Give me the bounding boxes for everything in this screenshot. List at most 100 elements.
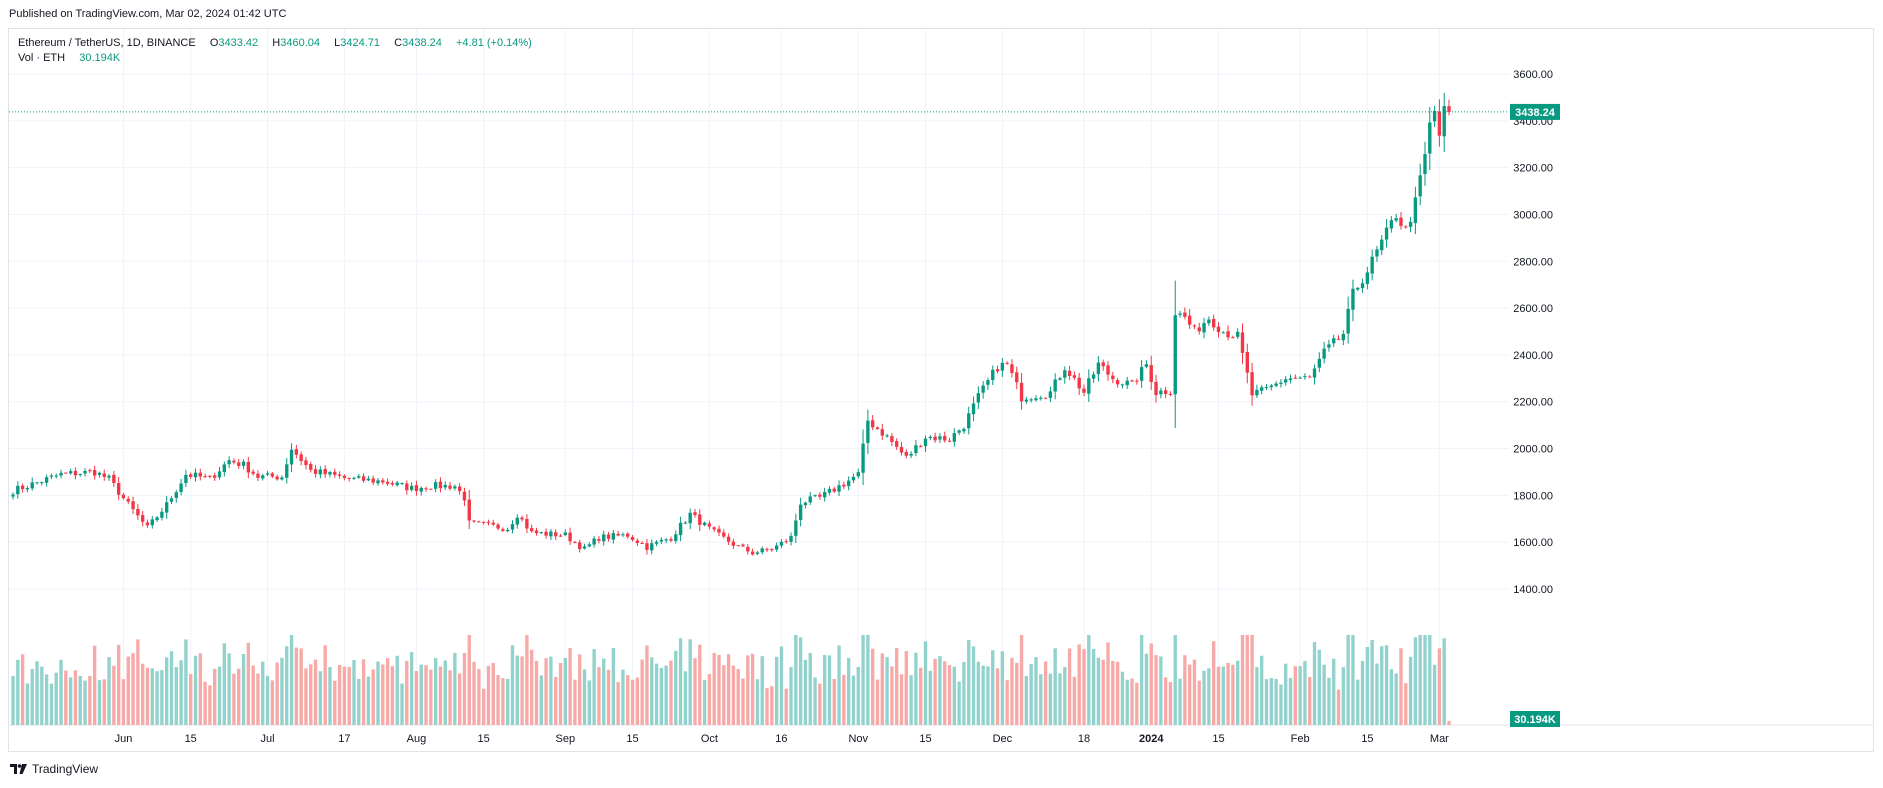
tradingview-footer[interactable]: TradingView [10,762,98,776]
volume-bar [1135,682,1139,725]
volume-bar [1413,637,1418,725]
volume-bar [1327,677,1331,725]
candle-body [803,502,808,506]
candle-body [97,472,102,475]
candle-body [1260,387,1264,391]
volume-bar [919,667,923,725]
candle-body [68,471,73,474]
candle-body [726,536,731,542]
volume-bar [606,669,611,725]
candle-body [702,522,707,526]
candle-body [203,476,207,478]
volume-bar [251,665,255,725]
volume-bar [822,655,827,725]
volume-bar [1240,635,1245,725]
volume-bar [654,663,659,725]
candle-body [361,476,366,481]
volume-bar [1437,648,1442,725]
volume-bar [1264,679,1269,725]
candle-body [121,494,126,499]
volume-bar [496,675,500,725]
volume-bar [1087,635,1091,725]
volume-label[interactable]: Vol · ETH [18,52,66,64]
volume-bar [222,643,226,725]
volume-bar [1221,666,1225,725]
candle-body [83,470,87,474]
symbol-label[interactable]: Ethereum / TetherUS, 1D, BINANCE [18,37,196,49]
candle-body [573,541,577,543]
volume-bar [962,662,966,725]
volume-bar [333,680,337,725]
volume-bar [1015,662,1019,725]
volume-bar [505,678,510,725]
price-tick-label: 1800.00 [1513,490,1553,502]
volume-bar [774,656,779,725]
candle-body [914,445,918,454]
volume-bar [1360,661,1365,725]
volume-bar [688,639,692,725]
volume-bar [342,666,347,725]
volume-bar [265,675,270,725]
candle-body [78,473,82,475]
volume-bar [1245,635,1249,725]
volume-bar [304,668,308,725]
volume-bar [318,671,323,725]
volume-bar [1043,661,1048,725]
volume-bar [83,680,87,725]
volume-bar [227,653,231,725]
price-tick-label: 3000.00 [1513,209,1553,221]
candle-body [789,535,793,542]
candle-body [1312,368,1317,378]
close-value: 3438.24 [402,37,442,49]
candle-body [678,522,683,536]
volume-bar [933,658,937,725]
candle-body [1322,348,1326,359]
candle-body [102,473,106,477]
price-chart[interactable]: 1400.00 1600.00 1800.00 2000.00 2200.00 2400.… [9,29,1873,751]
volume-bar [160,670,164,725]
volume-bar [414,671,419,725]
candle-body [405,483,409,491]
candle-body [1437,111,1442,136]
candle-body [923,438,928,447]
candle-body [467,499,471,521]
candle-body [659,539,664,542]
candle-body [1332,338,1336,344]
volume-bar [698,644,702,725]
volume-bar [611,648,616,725]
candle-body [280,477,284,480]
candle-body [227,460,231,465]
candle-body [770,549,774,551]
open-label: O [209,37,219,49]
volume-bar [270,680,275,725]
volume-bar [1298,666,1302,725]
volume-bar [246,642,251,725]
volume-bar [510,645,515,725]
volume-bar [285,646,289,725]
volume-bar [64,670,68,725]
volume-bar [616,682,620,725]
volume-bar [357,678,361,725]
volume-bar [1183,655,1187,725]
candle-body [481,521,486,523]
volume-bar [1260,655,1264,725]
volume-bar [520,656,524,725]
volume-bar [678,638,683,725]
candle-body [904,451,908,456]
volume-bar [1063,667,1067,725]
candle-body [750,551,755,555]
candle-body [347,477,351,479]
candle-body [995,369,1000,372]
candle-body [875,427,880,430]
volume-bar [237,668,241,725]
candle-body [1039,397,1043,399]
volume-bar [563,657,567,725]
candle-body [856,472,860,477]
candle-body [261,475,265,479]
volume-bar [1053,648,1057,725]
volume-bar [1178,678,1182,725]
volume-bar [669,660,673,725]
candle-body [241,461,246,466]
candle-body [1149,365,1153,382]
volume-value: 30.194K [79,52,121,64]
